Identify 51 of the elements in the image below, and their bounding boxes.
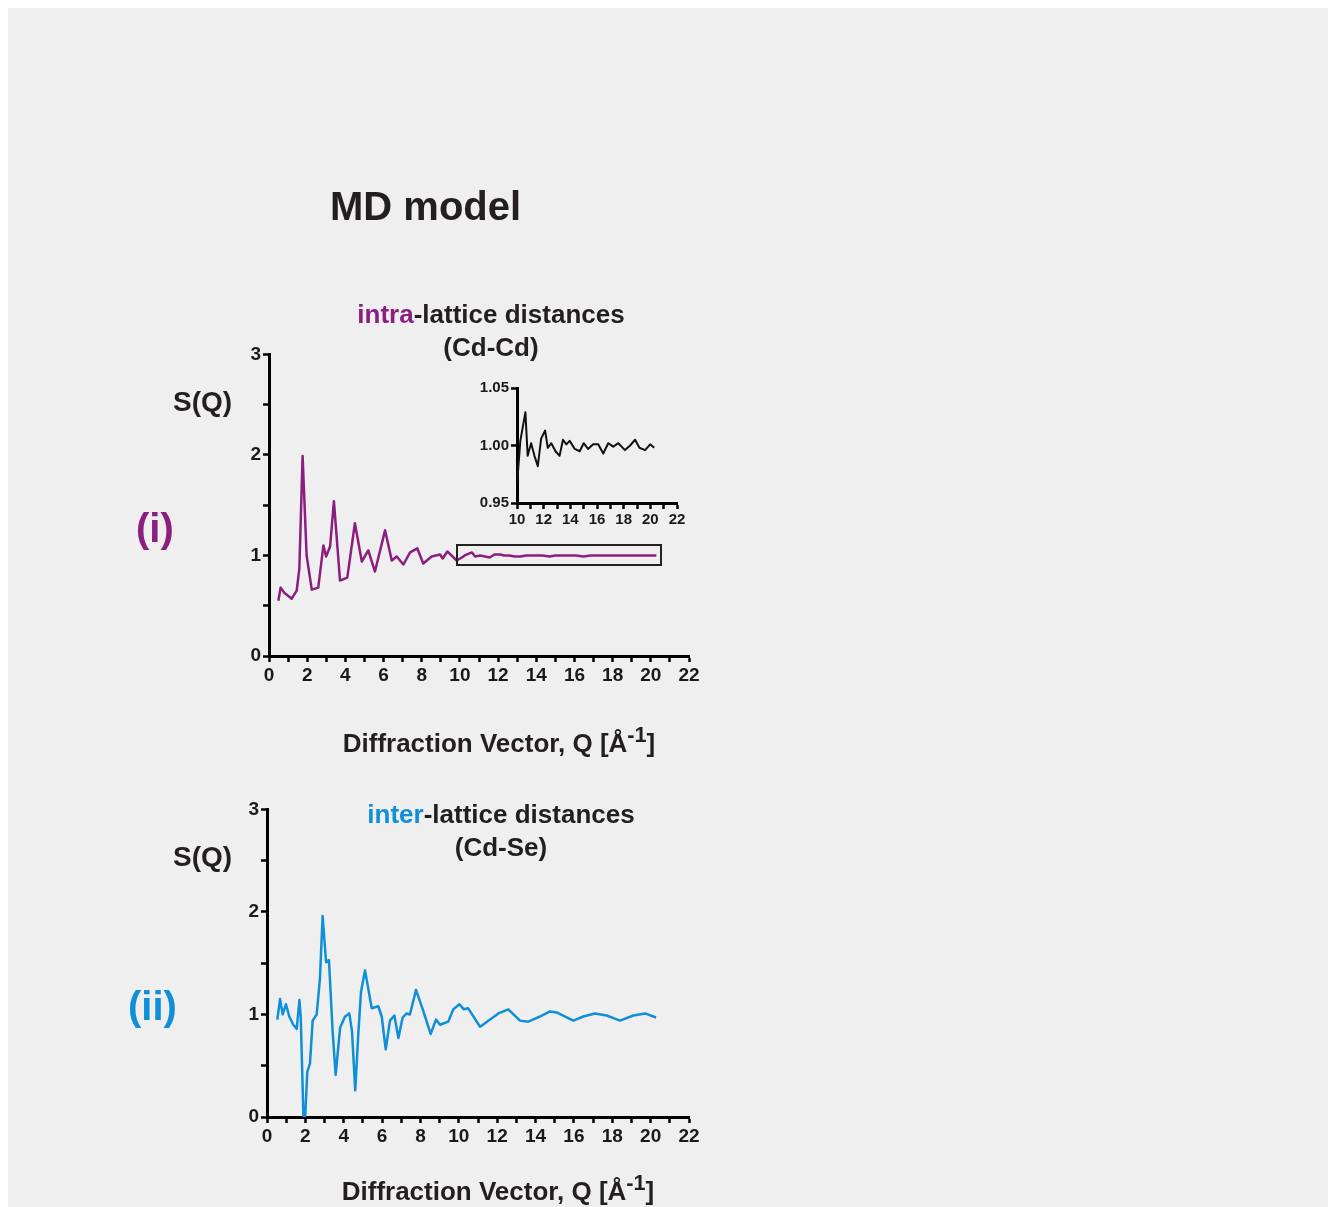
x-tick-label: 14 [524,1124,547,1146]
x-axis-title: Diffraction Vector, Q [Å$^{-1}$] [342,721,656,758]
chart-subtitle: (Cd-Cd) [443,332,539,362]
x-tick-label: 18 [602,663,624,685]
x-tick-label: 22 [668,510,686,528]
x-tick-label: 22 [678,663,700,685]
x-tick-label: 12 [535,510,553,528]
y-tick-label: 2 [248,900,259,922]
text: MD model [330,184,522,229]
x-tick-label: 2 [301,663,313,685]
x-tick-label: 10 [449,663,471,685]
y-tick-label: 3 [250,342,261,364]
x-axis-title: Diffraction Vector, Q [Å$^{-1}$] [341,1169,655,1206]
x-tick-label: 12 [486,1124,508,1146]
y-tick-label: 3 [248,797,259,819]
y-tick-label: 1.05 [479,378,509,396]
x-tick-label: 10 [508,510,526,528]
x-tick-label: 14 [525,663,548,685]
x-tick-label: 8 [415,1124,426,1146]
y-tick-label: 0.95 [479,493,509,511]
x-tick-label: 20 [641,510,659,528]
y-tick-label: 0 [250,644,261,666]
y-tick-label: 1 [250,543,262,565]
x-tick-label: 18 [601,1124,623,1146]
y-axis-title: S(Q) [173,386,233,418]
x-tick-label: 6 [376,1124,388,1146]
x-tick-label: 16 [563,663,586,685]
y-tick-label: 2 [250,443,261,465]
y-tick-label: 0 [248,1105,259,1127]
x-tick-label: 16 [563,1124,585,1146]
x-tick-label: 8 [416,663,428,685]
x-tick-label: 10 [448,1124,470,1146]
x-tick-label: 12 [487,663,509,685]
x-tick-label: 4 [338,1124,350,1146]
x-tick-label: 20 [640,663,662,685]
y-tick-label: 1 [248,1002,260,1024]
text: (ii) [128,984,177,1029]
x-tick-label: 16 [588,510,606,528]
text: (Cd-Se) [454,832,548,862]
chart-title: intra-lattice distances [357,299,625,329]
x-tick-label: 22 [678,1124,700,1146]
x-tick-label: 4 [340,663,352,685]
y-tick-label: 1.00 [479,435,509,453]
y-axis-title: S(Q) [173,841,233,873]
x-tick-label: 14 [561,510,580,528]
x-tick-label: 6 [378,663,389,685]
chart-title: inter-lattice distances [367,799,635,829]
x-tick-label: 18 [615,510,633,528]
text: (i) [136,506,174,551]
x-tick-label: 2 [300,1124,311,1146]
x-tick-label: 20 [640,1124,662,1146]
